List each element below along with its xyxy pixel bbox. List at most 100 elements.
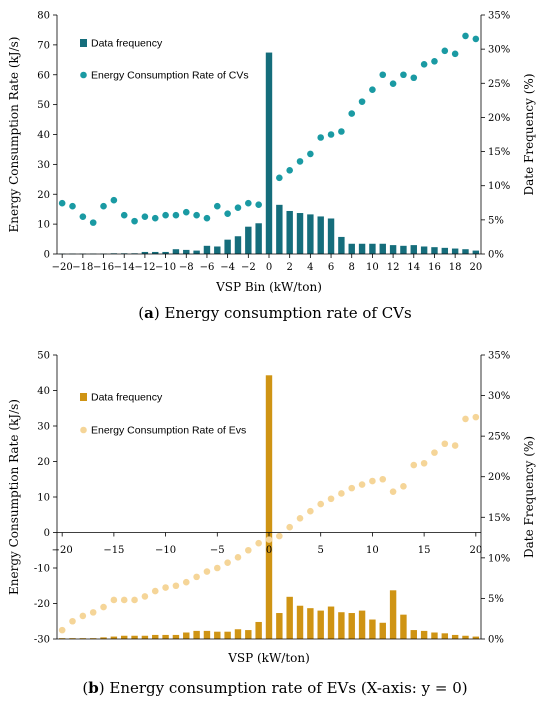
right-y-axis-title: Date Frequency (%)	[522, 74, 536, 196]
energy-rate-point	[338, 490, 345, 497]
energy-rate-point	[245, 199, 252, 207]
energy-rate-point	[100, 202, 107, 210]
energy-rate-point	[193, 211, 200, 219]
x-tick-label: −16	[93, 262, 114, 273]
frequency-bar	[265, 375, 273, 639]
energy-rate-point	[120, 211, 128, 219]
frequency-bar	[307, 214, 314, 254]
energy-rate-point	[276, 174, 283, 182]
right-y-tick-label: 10%	[488, 181, 510, 192]
frequency-bar	[255, 621, 262, 639]
frequency-bar	[152, 634, 159, 639]
left-y-tick-label: -10	[34, 564, 50, 575]
frequency-bar	[141, 251, 149, 254]
left-y-axis-title: Energy Consumption Rate (kJ/s)	[7, 37, 21, 233]
energy-rate-point	[379, 71, 387, 79]
right-y-tick-label: 15%	[488, 513, 510, 524]
frequency-bar	[369, 619, 376, 639]
x-tick-label: −6	[200, 262, 215, 273]
energy-rate-point	[110, 196, 118, 204]
x-tick-label: 2	[286, 262, 292, 273]
legend-bar-label: Data frequency	[91, 392, 163, 404]
frequency-bar	[462, 635, 469, 639]
energy-rate-point	[203, 568, 211, 575]
energy-rate-point	[317, 134, 325, 141]
x-tick-label: 20	[469, 545, 482, 556]
frequency-bar	[389, 590, 397, 639]
x-tick-label: −20	[52, 262, 73, 273]
frequency-bar	[162, 634, 169, 639]
legend-point-swatch	[80, 71, 87, 79]
right-y-tick-label: 30%	[488, 391, 510, 402]
x-tick-label: 4	[307, 262, 313, 273]
frequency-bar	[224, 239, 231, 254]
energy-rate-point	[89, 219, 97, 226]
right-y-tick-label: 20%	[488, 472, 510, 483]
panel-caption: (b) Energy consumption rate of EVs (X-ax…	[82, 679, 467, 697]
left-y-tick-label: 40	[37, 386, 50, 397]
frequency-bar	[286, 596, 293, 639]
energy-rate-point	[69, 202, 76, 210]
energy-rate-point	[162, 211, 169, 219]
energy-rate-point	[389, 488, 397, 495]
right-y-tick-label: 30%	[488, 45, 510, 56]
frequency-bar	[400, 614, 407, 639]
frequency-bar	[203, 245, 211, 254]
energy-rate-point	[120, 596, 128, 604]
energy-rate-point	[141, 593, 149, 600]
frequency-bar	[462, 249, 469, 254]
x-tick-label: −15	[103, 545, 124, 556]
frequency-bar	[307, 608, 314, 639]
left-y-tick-label: 30	[37, 160, 50, 171]
x-tick-label: −20	[52, 545, 73, 556]
energy-rate-point	[213, 564, 221, 572]
x-tick-label: 8	[349, 262, 355, 273]
left-y-tick-label: 10	[37, 220, 50, 231]
energy-rate-point	[58, 626, 66, 634]
energy-rate-point	[131, 217, 138, 225]
frequency-bar	[472, 636, 480, 639]
frequency-bar	[234, 236, 242, 254]
frequency-bar	[400, 245, 407, 254]
frequency-bar	[317, 610, 324, 639]
right-y-tick-label: 25%	[488, 79, 510, 90]
energy-rate-point	[400, 483, 407, 490]
right-y-tick-label: 0%	[488, 250, 504, 261]
energy-rate-point	[420, 459, 428, 467]
x-tick-label: 0	[266, 545, 272, 556]
energy-rate-point	[400, 71, 407, 79]
frequency-bar	[389, 245, 397, 254]
energy-rate-point	[327, 495, 335, 503]
energy-rate-point	[224, 210, 231, 217]
frequency-bar	[317, 216, 324, 254]
frequency-bar	[410, 245, 417, 254]
left-y-tick-label: 80	[37, 11, 50, 22]
x-tick-label: 5	[318, 545, 324, 556]
x-tick-label: 10	[366, 262, 379, 273]
energy-rate-point	[162, 584, 169, 591]
frequency-bar	[296, 605, 304, 639]
frequency-bar	[69, 638, 76, 639]
left-y-tick-label: 0	[44, 528, 50, 539]
frequency-bar	[245, 630, 252, 639]
left-y-axis-title: Energy Consumption Rate (kJ/s)	[7, 399, 21, 595]
energy-rate-point	[69, 617, 76, 625]
frequency-bar	[420, 246, 428, 254]
frequency-bar	[141, 635, 149, 639]
energy-rate-point	[213, 202, 221, 210]
frequency-bar	[420, 630, 428, 639]
energy-rate-point	[358, 98, 366, 105]
frequency-bar	[327, 218, 335, 254]
panel-letter: b	[88, 679, 99, 697]
left-y-tick-label: 20	[37, 457, 50, 468]
energy-rate-point	[472, 413, 480, 421]
right-y-tick-label: 35%	[488, 351, 510, 362]
frequency-bar	[100, 637, 107, 639]
frequency-bar	[379, 622, 386, 639]
energy-rate-point	[79, 213, 87, 220]
energy-rate-point	[462, 415, 469, 423]
x-tick-label: 12	[387, 262, 400, 273]
left-y-tick-label: 40	[37, 130, 50, 141]
frequency-bar	[431, 632, 438, 639]
energy-rate-point	[203, 214, 211, 222]
